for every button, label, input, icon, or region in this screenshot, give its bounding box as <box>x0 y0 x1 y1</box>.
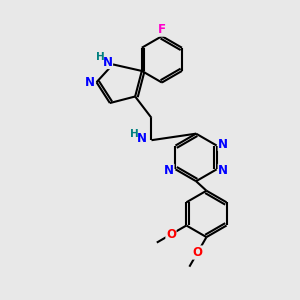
Text: N: N <box>218 164 228 177</box>
Text: H: H <box>130 129 139 139</box>
Text: N: N <box>164 164 174 177</box>
Text: N: N <box>103 56 112 68</box>
Text: O: O <box>193 246 202 259</box>
Text: F: F <box>158 23 166 36</box>
Text: N: N <box>85 76 95 89</box>
Text: N: N <box>137 132 147 145</box>
Text: N: N <box>218 138 228 151</box>
Text: O: O <box>166 228 176 241</box>
Text: H: H <box>96 52 105 62</box>
